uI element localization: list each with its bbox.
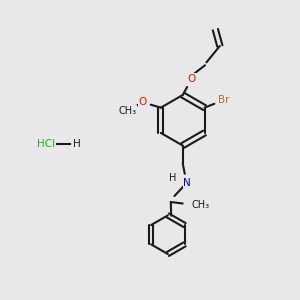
Text: H: H [73, 139, 81, 149]
Text: HCl: HCl [37, 139, 55, 149]
Text: H: H [169, 173, 177, 183]
Text: O: O [138, 97, 146, 107]
Text: Br: Br [218, 95, 230, 105]
Text: O: O [188, 74, 196, 84]
Text: CH₃: CH₃ [118, 106, 136, 116]
Text: CH₃: CH₃ [192, 200, 210, 210]
Text: N: N [183, 178, 191, 188]
